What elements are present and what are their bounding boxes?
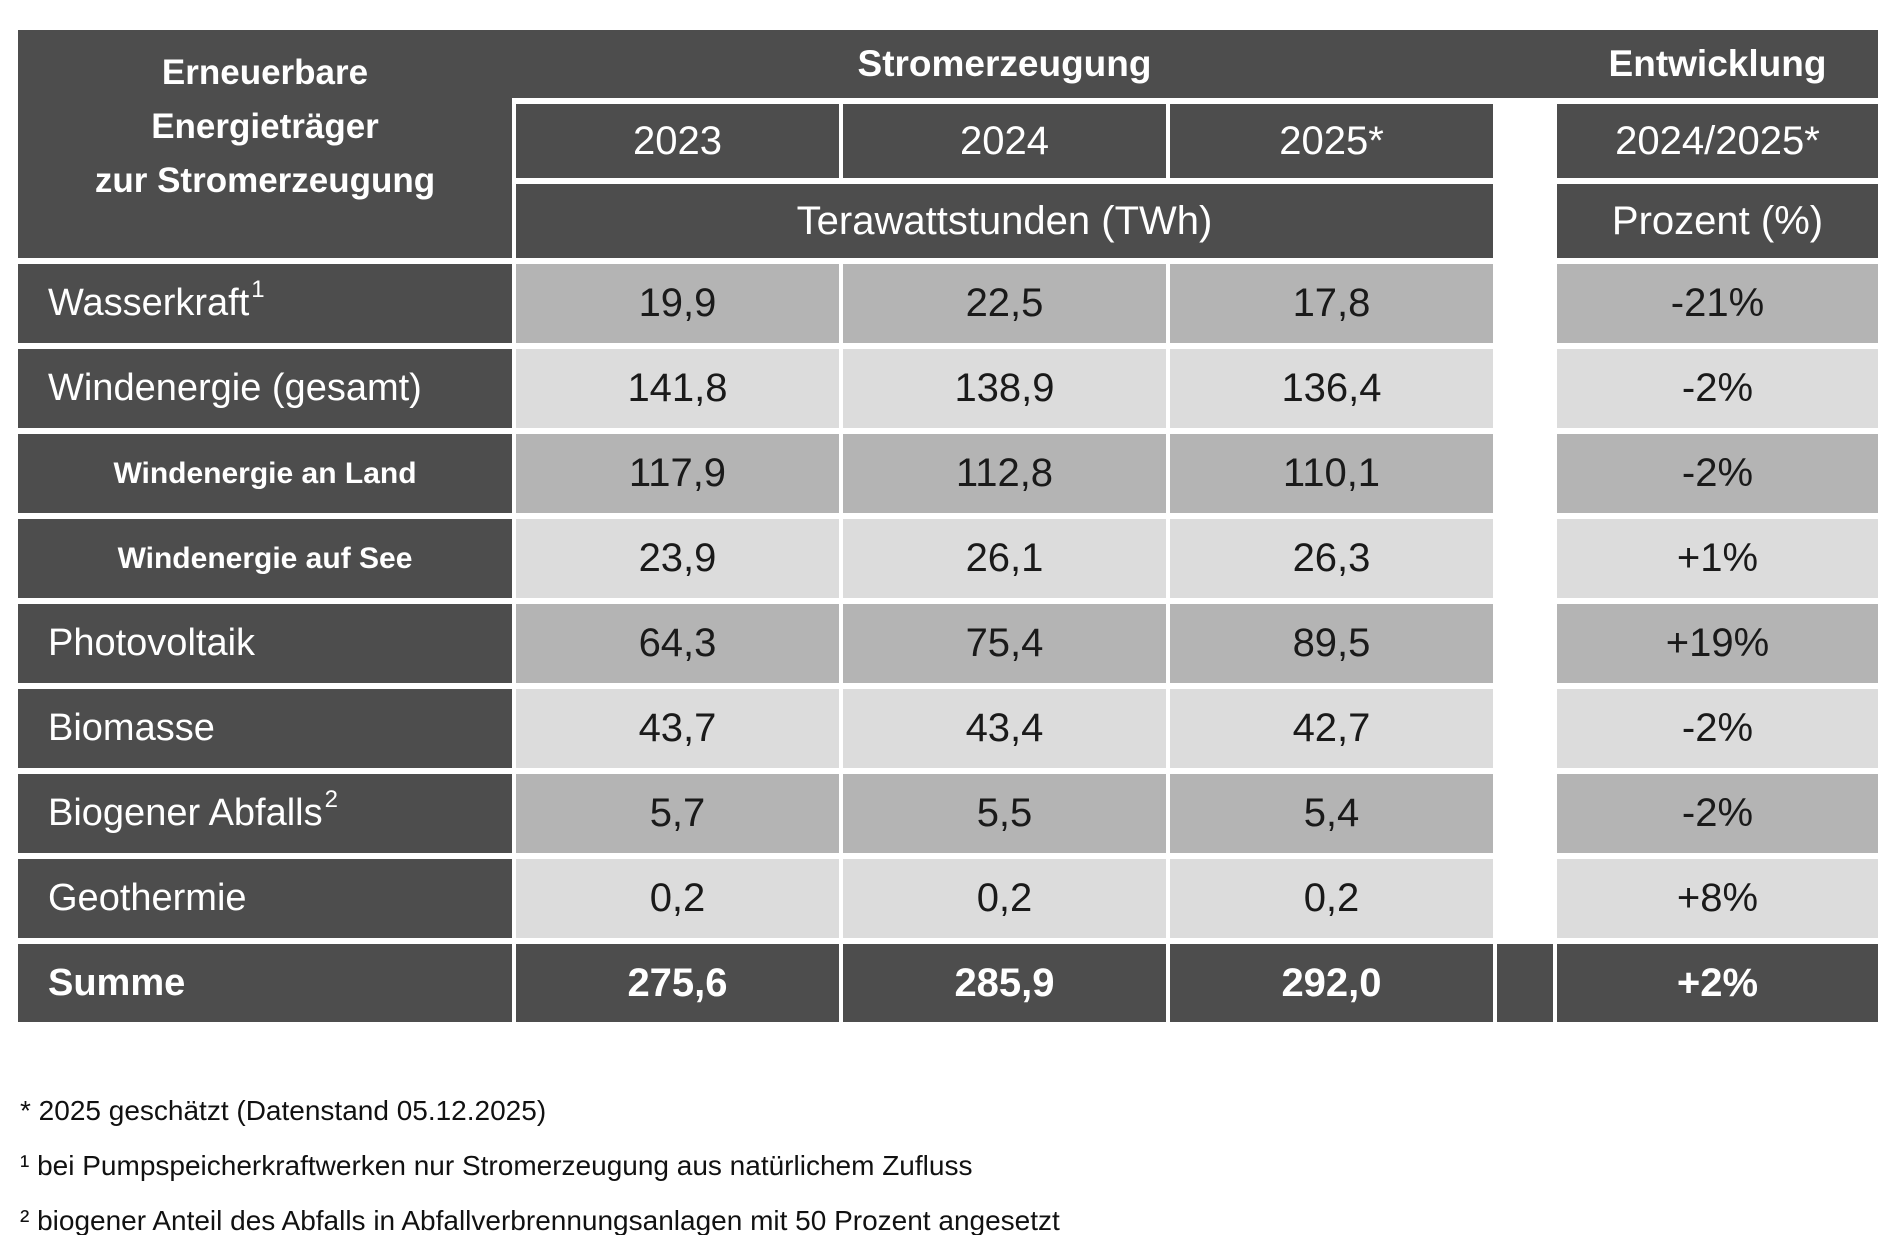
col-header-2025: 2025*: [1170, 104, 1493, 178]
value-cell-2024: 5,5: [843, 774, 1166, 853]
row-label-biomasse: Biomasse: [18, 689, 512, 768]
total-row-label: Summe: [18, 944, 512, 1022]
total-value-2025: 292,0: [1170, 944, 1493, 1022]
row-label-geothermie: Geothermie: [18, 859, 512, 938]
unit-header-twh: Terawattstunden (TWh): [516, 184, 1493, 258]
value-cell-2024: 112,8: [843, 434, 1166, 513]
row-label-text: Summe: [48, 961, 186, 1004]
value-cell-2024: 22,5: [843, 264, 1166, 343]
row-label-biogener-abfalls: Biogener Abfalls 2: [18, 774, 512, 853]
value-cell-2024: 43,4: [843, 689, 1166, 768]
row-label-text: Wasserkraft: [48, 282, 250, 324]
total-percent-cell: +2%: [1557, 944, 1878, 1022]
value-cell-2024: 0,2: [843, 859, 1166, 938]
row-label-text: Windenergie auf See: [117, 541, 413, 575]
corner-line-2: Energieträger: [151, 107, 379, 146]
percent-cell: +19%: [1557, 604, 1878, 683]
footnote-2: ² biogener Anteil des Abfalls in Abfallv…: [20, 1205, 1060, 1235]
footnotes: * 2025 geschätzt (Datenstand 05.12.2025)…: [20, 1083, 1060, 1235]
energy-table: Stromerzeugung Entwicklung Erneuerbare E…: [18, 30, 1878, 1022]
value-cell-2025: 110,1: [1170, 434, 1493, 513]
value-cell-2025: 42,7: [1170, 689, 1493, 768]
value-cell-2025: 89,5: [1170, 604, 1493, 683]
value-cell-2025: 136,4: [1170, 349, 1493, 428]
percent-cell: -2%: [1557, 689, 1878, 768]
percent-cell: -21%: [1557, 264, 1878, 343]
row-label-text: Photovoltaik: [48, 622, 256, 664]
percent-cell: -2%: [1557, 434, 1878, 513]
value-cell-2024: 138,9: [843, 349, 1166, 428]
band-spacer-mid: [1493, 30, 1557, 98]
value-cell-2025: 26,3: [1170, 519, 1493, 598]
row-label-text: Windenergie an Land: [113, 456, 417, 490]
total-value-2023: 275,6: [516, 944, 839, 1022]
value-cell-2024: 26,1: [843, 519, 1166, 598]
unit-header-percent: Prozent (%): [1557, 184, 1878, 258]
row-label-photovoltaik: Photovoltaik: [18, 604, 512, 683]
percent-cell: +1%: [1557, 519, 1878, 598]
total-spacer-cell: [1497, 944, 1553, 1022]
col-header-2023: 2023: [516, 104, 839, 178]
value-cell-2025: 0,2: [1170, 859, 1493, 938]
col-header-2024-2025: 2024/2025*: [1557, 104, 1878, 178]
footnote-1: ¹ bei Pumpspeicherkraftwerken nur Strome…: [20, 1150, 973, 1181]
row-label-text: Biogener Abfalls: [48, 792, 323, 834]
value-cell-2023: 117,9: [516, 434, 839, 513]
value-cell-2023: 0,2: [516, 859, 839, 938]
row-label-windenergie-auf-see: Windenergie auf See: [18, 519, 512, 598]
value-cell-2024: 75,4: [843, 604, 1166, 683]
value-cell-2023: 19,9: [516, 264, 839, 343]
total-value-2024: 285,9: [843, 944, 1166, 1022]
corner-line-1: Erneuerbare: [161, 53, 369, 92]
row-label-text: Geothermie: [48, 877, 247, 919]
value-cell-2023: 64,3: [516, 604, 839, 683]
group-header-entwicklung: Entwicklung: [1608, 43, 1827, 84]
value-cell-2025: 17,8: [1170, 264, 1493, 343]
group-header-stromerzeugung: Stromerzeugung: [857, 43, 1152, 84]
row-label-windenergie-gesamt: Windenergie (gesamt): [18, 349, 512, 428]
row-label-windenergie-an-land: Windenergie an Land: [18, 434, 512, 513]
value-cell-2023: 141,8: [516, 349, 839, 428]
footnote-asterisk: * 2025 geschätzt (Datenstand 05.12.2025): [20, 1095, 547, 1126]
value-cell-2023: 23,9: [516, 519, 839, 598]
value-cell-2025: 5,4: [1170, 774, 1493, 853]
value-cell-2023: 5,7: [516, 774, 839, 853]
corner-line-3: zur Stromerzeugung: [94, 161, 436, 200]
row-label-text: Windenergie (gesamt): [48, 367, 422, 409]
value-cell-2023: 43,7: [516, 689, 839, 768]
percent-cell: -2%: [1557, 349, 1878, 428]
percent-cell: +8%: [1557, 859, 1878, 938]
percent-cell: -2%: [1557, 774, 1878, 853]
col-header-2024: 2024: [843, 104, 1166, 178]
row-label-wasserkraft: Wasserkraft 1: [18, 264, 512, 343]
corner-header: Erneuerbare Energieträger zur Stromerzeu…: [18, 30, 512, 258]
row-label-text: Biomasse: [48, 707, 215, 749]
